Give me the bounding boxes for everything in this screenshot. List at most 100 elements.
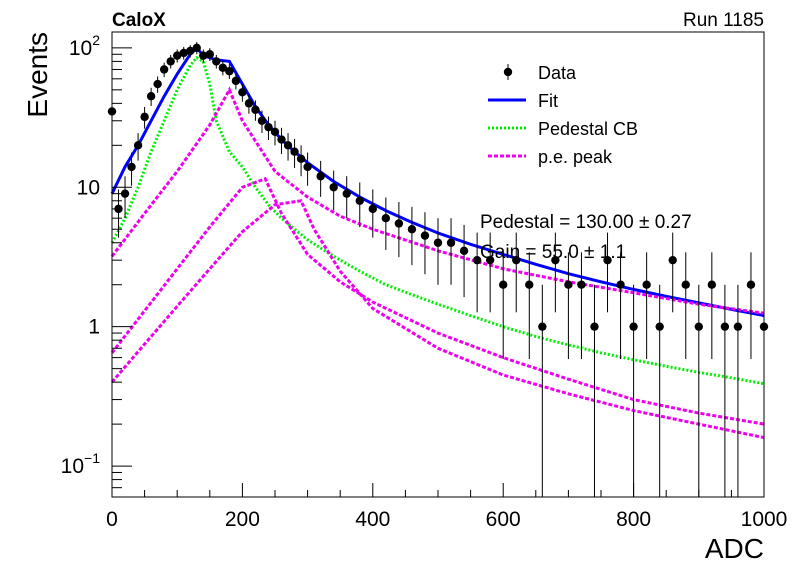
data-point [564, 252, 573, 360]
data-point [329, 170, 338, 211]
data-point [316, 160, 325, 197]
fit-annotation: Pedestal = 130.00 ± 0.27 [480, 212, 692, 233]
data-point [629, 284, 638, 497]
data-point [120, 176, 130, 219]
data-point [538, 284, 547, 497]
legend-entry: Fit [488, 91, 558, 111]
data-point [577, 252, 586, 360]
data-point [186, 45, 195, 58]
x-tick-label: 400 [355, 508, 390, 531]
data-point [244, 94, 254, 114]
data-point [603, 232, 612, 313]
x-tick-label: 200 [225, 508, 260, 531]
data-point [355, 182, 364, 228]
data-point [257, 110, 267, 133]
legend-label: Pedestal CB [538, 119, 638, 139]
header-left-title: CaloX [112, 10, 166, 31]
data-point [407, 206, 417, 266]
x-tick-label: 0 [106, 508, 118, 531]
data-point [238, 84, 247, 102]
data-point [525, 252, 534, 360]
fit-annotation: Gain = 55.0 ± 1.1 [480, 242, 626, 263]
y-tick-label: 10 [77, 176, 100, 199]
y-tick-label: 102 [69, 32, 100, 60]
data-point [551, 232, 560, 313]
data-point [655, 284, 664, 497]
data-point [590, 284, 599, 497]
y-tick-exponent: −1 [84, 450, 100, 466]
data-point [642, 252, 651, 360]
data-point [368, 189, 377, 238]
data-point [140, 107, 149, 129]
data-point [192, 42, 201, 55]
data-point [218, 61, 228, 76]
annotations-layer: Pedestal = 130.00 ± 0.27 Gain = 55.0 ± 1.… [480, 212, 692, 263]
data-point [283, 133, 293, 161]
data-point [231, 73, 241, 90]
data-point [707, 252, 717, 360]
data-point [159, 62, 169, 78]
data-point [173, 49, 182, 63]
data-point [153, 76, 162, 93]
data-point [681, 252, 690, 360]
x-tick-label: 600 [486, 508, 521, 531]
data-point [212, 54, 221, 69]
y-tick-base: 10 [69, 37, 92, 60]
data-point [394, 201, 404, 258]
y-tick-exponent: 2 [92, 32, 100, 48]
y-tick-label: 10−1 [61, 450, 101, 478]
data-point [694, 284, 703, 497]
data-point [668, 232, 677, 313]
data-point [733, 284, 743, 497]
data-point [133, 133, 143, 161]
data-point [290, 138, 299, 168]
data-point [199, 49, 208, 63]
data-point [420, 212, 430, 275]
data-point [127, 152, 136, 186]
data-point [114, 189, 123, 238]
series-curve-2 [110, 55, 765, 386]
data-point [446, 218, 456, 285]
data-point [264, 116, 273, 141]
y-axis-label: Events [22, 32, 53, 118]
y-tick-base: 10 [77, 176, 100, 199]
y-tick-base: 1 [88, 316, 100, 339]
data-point [433, 218, 443, 285]
data-point [746, 252, 756, 360]
legend-label: p.e. peak [538, 147, 613, 167]
data-point [381, 197, 391, 250]
x-axis-label: ADC [705, 533, 764, 564]
y-tick-label: 1 [88, 316, 100, 339]
data-points-layer [107, 42, 769, 497]
legend-marker [503, 67, 513, 77]
data-point [277, 127, 286, 155]
data-point [512, 232, 521, 313]
data-point [616, 252, 625, 360]
data-point [251, 100, 260, 121]
y-tick-base: 10 [61, 455, 84, 478]
legend-entry: Pedestal CB [488, 119, 638, 139]
x-tick-label: 1000 [741, 508, 788, 531]
legend-label: Data [538, 63, 577, 83]
data-point [499, 252, 508, 360]
legend: Data Fit Pedestal CB p.e. peak [488, 63, 638, 167]
legend-label: Fit [538, 91, 558, 111]
data-point [166, 54, 175, 69]
series-curve-3 [110, 86, 765, 315]
data-point [205, 48, 214, 62]
data-point [485, 232, 495, 313]
legend-entry: p.e. peak [488, 147, 613, 167]
data-point [179, 46, 188, 60]
data-point [296, 145, 306, 177]
data-point [303, 152, 312, 186]
data-point [472, 232, 482, 313]
legend-entry: Data [503, 63, 577, 83]
header-right-title: Run 1185 [683, 10, 764, 31]
data-point [720, 284, 730, 497]
data-point [342, 176, 351, 219]
x-tick-label: 800 [616, 508, 651, 531]
series-curve-4 [110, 176, 765, 426]
